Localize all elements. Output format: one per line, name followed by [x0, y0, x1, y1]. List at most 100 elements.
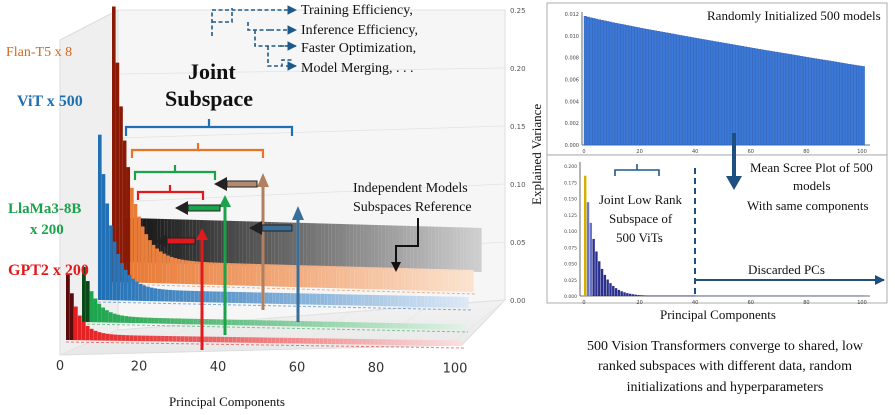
llama-series-bar	[442, 324, 447, 330]
benefit-2: Inference Efficiency,	[301, 23, 418, 38]
vit-series-bar	[364, 294, 369, 306]
gpt2-series-bar	[418, 339, 423, 346]
independent-series-bar	[285, 222, 290, 267]
top-bar	[842, 63, 846, 146]
gpt2-series-bar	[347, 338, 351, 345]
bottom-bar	[620, 291, 623, 296]
flan-series-bar	[285, 264, 290, 287]
flan-series-bar	[455, 269, 460, 292]
caption-line3: initializations and hyperparameters	[626, 380, 824, 395]
top-y-tick: 0.002	[565, 121, 579, 127]
llama-series-bar	[131, 316, 136, 324]
llama-series-bar	[319, 321, 324, 328]
top-bar	[825, 60, 829, 146]
llama-series-bar	[373, 322, 378, 329]
top-bar	[802, 56, 806, 146]
gpt2-series-bar	[244, 337, 248, 343]
llama-series-bar	[189, 318, 194, 325]
benefit-1: Training Efficiency,	[301, 3, 413, 18]
bottom-y-tick: 0.000	[564, 294, 577, 300]
vit-series-bar	[331, 294, 336, 306]
joint-title-line1: Joint	[188, 59, 236, 84]
gpt2-series-bar	[89, 328, 94, 341]
independent-series-bar	[253, 221, 257, 266]
top-x-tick: 60	[748, 149, 754, 155]
gpt2-series-bar	[422, 339, 427, 346]
independent-series-bar	[256, 221, 261, 266]
llama-series-bar	[254, 320, 259, 326]
llama-series-bar	[285, 320, 290, 327]
bottom-scree-panel: 0.000 0.025 0.050 0.075 0.100 0.125 0.150 0.175…	[546, 154, 888, 306]
bottom-bar	[623, 292, 626, 296]
llama-series-bar	[327, 321, 332, 328]
llama-series-bar	[412, 323, 416, 329]
independent-series-bar	[399, 225, 404, 270]
bottom-bar	[800, 295, 803, 297]
gpt2-series-bar	[319, 338, 324, 344]
flan-bracket	[130, 143, 265, 158]
llama-series-bar	[216, 319, 221, 325]
gpt2-series-bar	[339, 338, 344, 345]
flan-series-bar	[332, 266, 337, 289]
bottom-bar	[845, 295, 848, 297]
flan-series-bar	[177, 258, 181, 284]
top-bar	[648, 29, 652, 146]
bottom-bar	[676, 295, 680, 297]
llama-series-bar	[97, 303, 102, 323]
flan-series-bar	[441, 269, 445, 292]
independent-series-bar	[203, 220, 208, 265]
gpt2-series-bar	[454, 340, 458, 346]
gpt2-series-bar	[149, 335, 153, 342]
bottom-bar	[612, 285, 615, 296]
gpt2-series-bar	[157, 335, 161, 342]
vit-series-bar	[450, 296, 454, 308]
top-bar	[600, 20, 604, 146]
left-3d-chart: 0.00 0.05 0.10 0.15 0.20 0.25 0 20 40 60 80 100	[56, 6, 526, 377]
vit-series-bar	[435, 296, 439, 308]
independent-line2: Subspaces Reference	[353, 200, 472, 215]
flan-series-bar	[321, 265, 326, 288]
vit-series-bar	[253, 292, 258, 304]
top-scree-panel: 0.000 0.002 0.004 0.006 0.008 0.010 0.012 0 20 40…	[546, 2, 888, 156]
flan-series-bar	[430, 268, 434, 291]
bottom-bar	[631, 294, 635, 296]
llama-series-bar	[462, 324, 466, 330]
independent-series-bar	[381, 225, 386, 270]
gpt2-series-bar	[327, 338, 332, 344]
independent-series-bar	[210, 220, 215, 265]
gpt2-series-bar	[216, 336, 221, 343]
mean-scree-line2: models	[793, 178, 831, 193]
flan-series-bar	[253, 263, 257, 286]
llama-series-bar	[454, 324, 459, 330]
vit-series-bar	[401, 295, 406, 307]
top-bar	[819, 59, 823, 146]
vit-series-bar	[327, 293, 332, 306]
z-gridline	[117, 67, 506, 75]
bottom-bar	[690, 295, 694, 297]
bottom-bar	[825, 295, 828, 297]
top-x-tick: 100	[857, 149, 867, 155]
gpt2-series-bar	[355, 338, 359, 345]
flan-series-bar	[274, 264, 279, 287]
bottom-bar	[600, 268, 604, 296]
top-bar	[676, 34, 680, 146]
llama-series-bar	[423, 323, 428, 330]
vit-left-arrowhead	[249, 221, 262, 235]
llama-series-bar	[108, 312, 113, 323]
gpt2-series-bar	[382, 339, 387, 345]
right-x-axis-label: Principal Components	[660, 307, 776, 322]
gpt2-series-bar	[180, 336, 185, 342]
independent-series-bar	[417, 226, 421, 271]
llama-series-bar	[350, 322, 355, 328]
bottom-bar	[833, 295, 837, 297]
independent-series-bar	[360, 224, 364, 269]
vit-series-bar	[109, 225, 113, 301]
gpt2-series-bar	[343, 338, 347, 345]
top-bar	[642, 28, 646, 146]
vit-series-bar	[316, 293, 321, 305]
top-bar	[620, 24, 624, 146]
vit-series-bar	[409, 295, 413, 307]
top-bar	[645, 29, 649, 146]
top-bar	[861, 66, 865, 146]
vit-series-bar	[442, 296, 447, 308]
